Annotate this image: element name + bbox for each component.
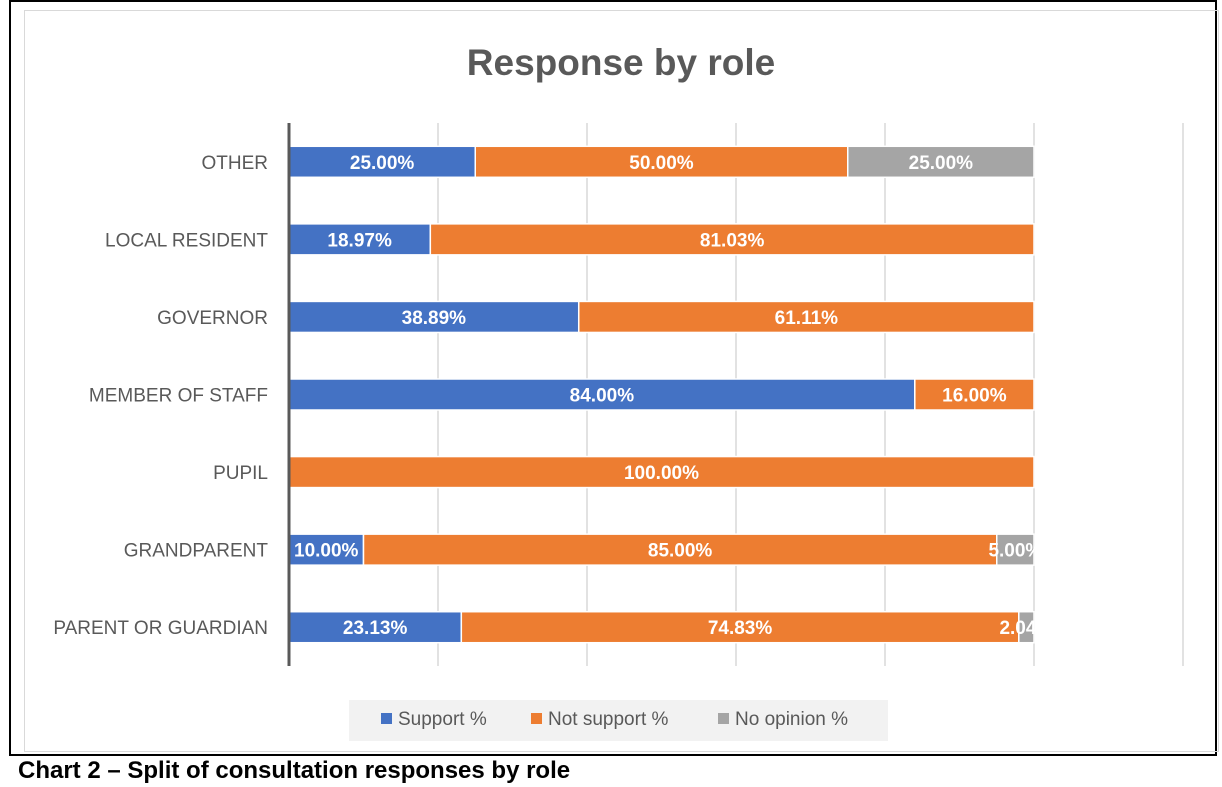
category-label: GOVERNOR <box>157 308 268 329</box>
data-label: 85.00% <box>648 541 713 562</box>
data-label: 74.83% <box>708 618 773 639</box>
chart-caption: Chart 2 – Split of consultation response… <box>18 757 571 784</box>
category-label: LOCAL RESIDENT <box>105 230 268 251</box>
data-label: 2.04% <box>999 618 1053 639</box>
data-label: 18.97% <box>327 230 392 251</box>
data-label: 16.00% <box>942 386 1007 407</box>
bar-segment <box>288 378 916 411</box>
chart-title: Response by role <box>467 42 775 83</box>
legend-label: No opinion % <box>735 709 848 730</box>
category-label: PUPIL <box>213 463 268 484</box>
bar-segment <box>914 378 1035 411</box>
category-label: PARENT OR GUARDIAN <box>53 618 268 639</box>
data-label: 5.00% <box>988 541 1042 562</box>
data-label: 25.00% <box>909 153 974 174</box>
data-label: 10.00% <box>294 541 359 562</box>
bar-segment <box>577 300 1035 334</box>
bar-segment <box>288 455 1035 489</box>
data-label: 61.11% <box>775 308 838 329</box>
legend-swatch <box>718 713 729 724</box>
bar-segment <box>288 610 463 644</box>
bar-segment <box>1018 610 1035 644</box>
category-label: GRANDPARENT <box>124 541 269 562</box>
legend-swatch <box>381 713 392 724</box>
data-label: 23.13% <box>343 618 408 639</box>
bar-segment <box>847 145 1035 179</box>
legend-box <box>349 700 888 741</box>
data-label: 50.00% <box>629 153 694 174</box>
bar-segment <box>288 300 580 334</box>
bar-segment <box>996 533 1035 566</box>
chart-area <box>24 10 1219 752</box>
data-label: 25.00% <box>350 153 415 174</box>
legend-label: Support % <box>398 709 487 730</box>
data-label: 100.00% <box>624 463 699 484</box>
data-label: 81.03% <box>700 230 765 251</box>
bar-segment <box>460 610 1020 644</box>
bar-segment <box>429 223 1035 256</box>
bar-segment <box>288 223 432 256</box>
bar-segment <box>362 533 998 566</box>
data-label: 38.89% <box>402 308 467 329</box>
data-label: 84.00% <box>570 386 635 407</box>
legend-swatch <box>531 713 542 724</box>
category-label: MEMBER OF STAFF <box>89 386 268 407</box>
category-label: OTHER <box>202 153 269 174</box>
legend-label: Not support % <box>548 709 668 730</box>
